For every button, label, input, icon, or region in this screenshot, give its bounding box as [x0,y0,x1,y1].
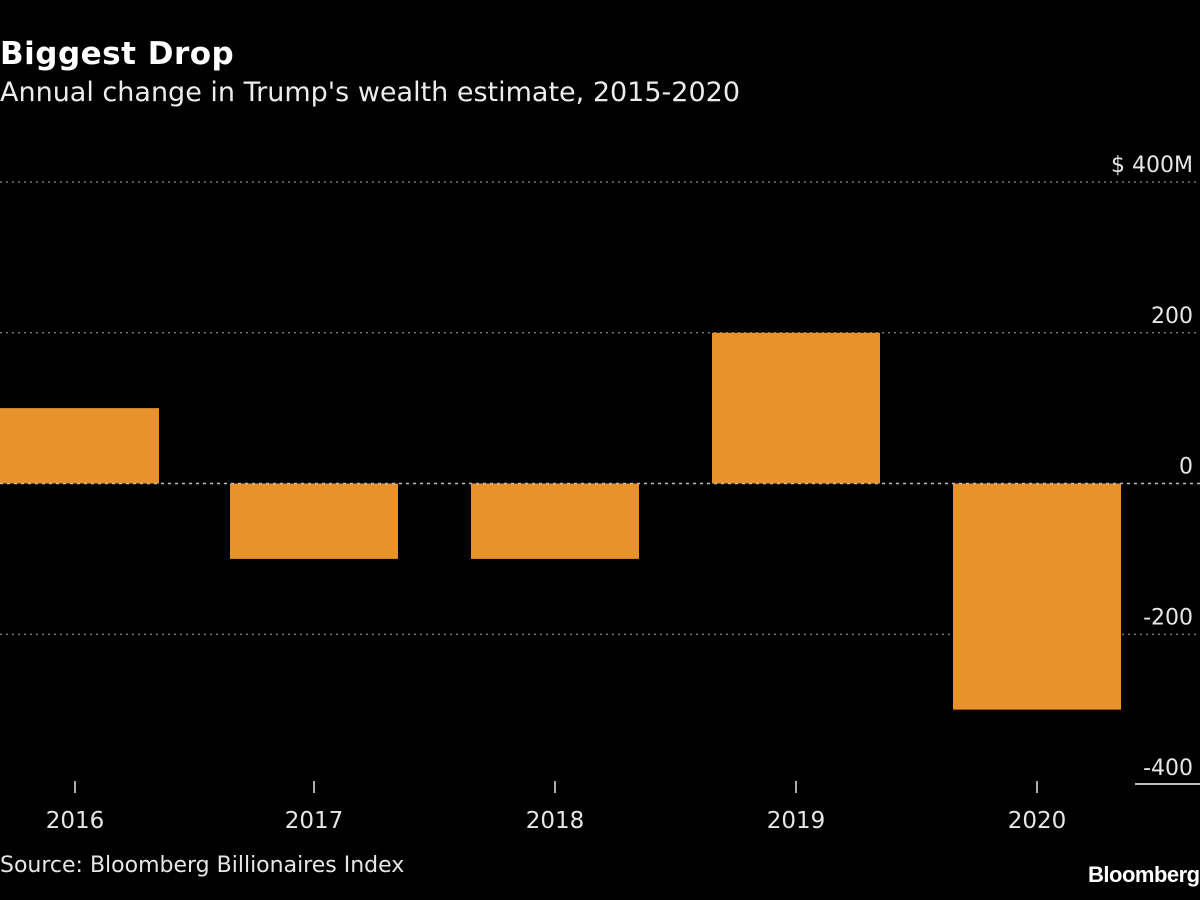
y-tick-label: 200 [1151,304,1193,329]
x-tick-label: 2019 [767,808,826,834]
y-tick-label: -200 [1143,605,1193,630]
chart-subtitle: Annual change in Trump's wealth estimate… [0,77,740,108]
bar-2020 [953,483,1121,710]
y-tick-label: 0 [1179,455,1193,480]
bar-2017 [230,483,398,559]
bloomberg-logo: Bloomberg [1088,862,1200,887]
x-tick-label: 2020 [1008,808,1067,834]
chart-title: Biggest Drop [0,36,235,72]
y-tick-label: $ 400M [1111,153,1193,178]
bar-2016 [0,408,159,484]
bar-2019 [712,332,880,484]
x-tick-label: 2017 [285,808,344,834]
bar-2018 [471,483,639,559]
source-note: Source: Bloomberg Billionaires Index [0,853,405,878]
x-tick-label: 2018 [526,808,585,834]
y-tick-label: -400 [1143,756,1193,781]
x-tick-label: 2016 [46,808,105,834]
